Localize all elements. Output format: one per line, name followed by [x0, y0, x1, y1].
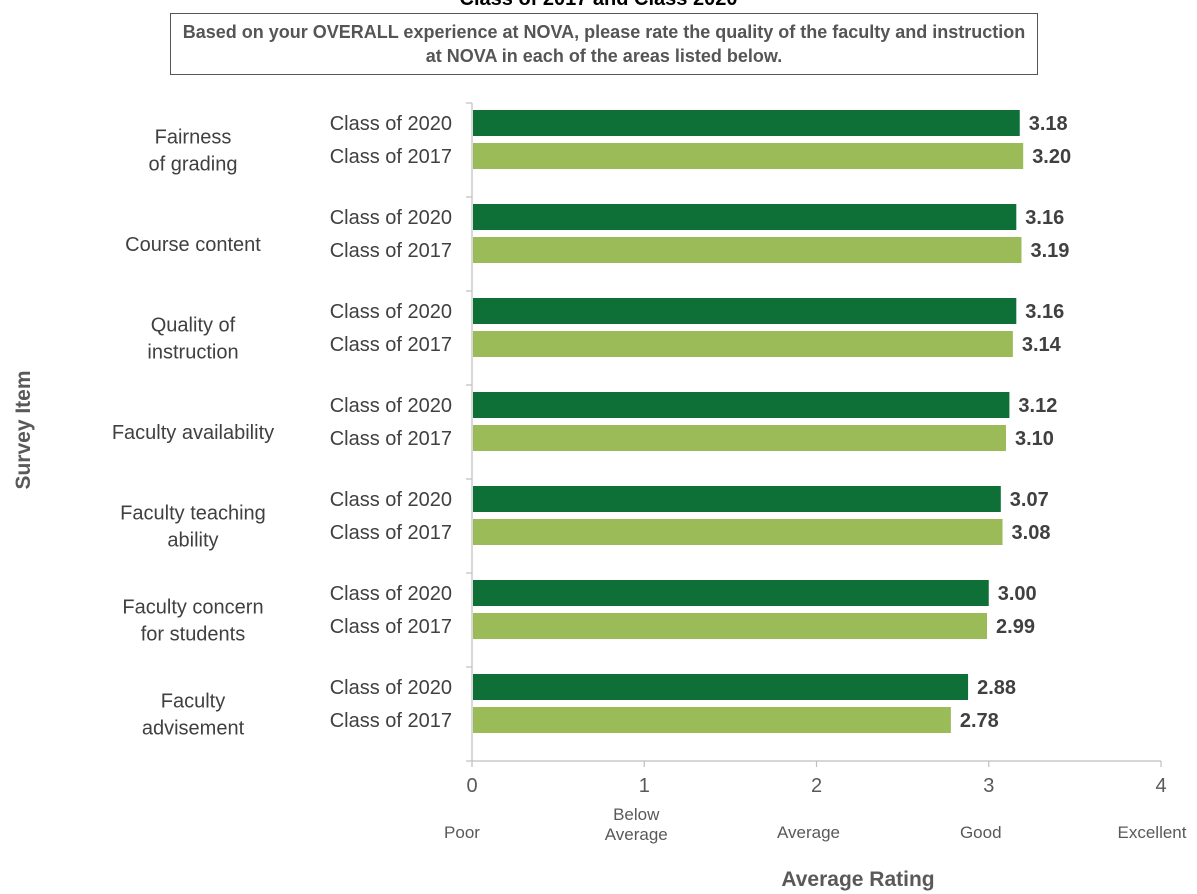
series-label: Class of 2017 [330, 616, 452, 638]
series-label: Class of 2017 [330, 334, 452, 356]
data-label: 3.18 [1029, 113, 1068, 135]
x-tick-label: 0 [466, 775, 477, 797]
category-label: Faculty concern [122, 597, 263, 619]
series-label: Class of 2017 [330, 428, 452, 450]
bar [473, 707, 951, 733]
bar [473, 392, 1010, 418]
series-label: Class of 2017 [330, 522, 452, 544]
bar [473, 331, 1013, 357]
bar [473, 298, 1017, 324]
data-label: 3.10 [1015, 428, 1054, 450]
bar [473, 486, 1001, 512]
data-label: 3.00 [998, 583, 1037, 605]
bar [473, 237, 1022, 263]
series-label: Class of 2020 [330, 301, 452, 323]
series-label: Class of 2020 [330, 395, 452, 417]
scale-label: Good [960, 823, 1002, 842]
question-box: Based on your OVERALL experience at NOVA… [170, 13, 1038, 75]
data-label: 3.07 [1010, 489, 1049, 511]
scale-label: Average [777, 823, 840, 842]
data-label: 3.16 [1025, 207, 1064, 229]
category-label: Fairness [155, 127, 232, 149]
bars [473, 110, 1024, 733]
category-label: instruction [147, 342, 238, 364]
data-label: 3.20 [1032, 146, 1071, 168]
series-label: Class of 2017 [330, 710, 452, 732]
bar [473, 613, 988, 639]
x-tick-label: 2 [811, 775, 822, 797]
series-label: Class of 2020 [330, 489, 452, 511]
category-label: Course content [125, 234, 261, 256]
category-label: ability [167, 530, 218, 552]
category-label: Faculty availability [112, 422, 274, 444]
data-label: 2.88 [977, 677, 1016, 699]
category-label: of grading [149, 154, 238, 176]
series-label: Class of 2017 [330, 240, 452, 262]
x-tick-label: 3 [983, 775, 994, 797]
category-label: Quality of [151, 315, 236, 337]
data-label: 2.99 [996, 616, 1035, 638]
series-label: Class of 2020 [330, 677, 452, 699]
scale-label: Average [605, 825, 668, 844]
x-axis-title: Average Rating [781, 868, 934, 891]
chart-title: Class of 2017 and Class 2020 [0, 0, 1197, 12]
x-tick-label: 4 [1155, 775, 1166, 797]
axes [466, 102, 1162, 767]
data-label: 3.12 [1018, 395, 1057, 417]
series-label: Class of 2017 [330, 146, 452, 168]
data-label: 3.19 [1030, 240, 1069, 262]
bar [473, 519, 1003, 545]
scale-label: Poor [444, 823, 480, 842]
data-label: 3.16 [1025, 301, 1064, 323]
data-label: 3.08 [1012, 522, 1051, 544]
labels: 0Poor1BelowAverage2Average3Good4Excellen… [12, 113, 1187, 891]
scale-label: Excellent [1118, 823, 1187, 842]
data-label: 2.78 [960, 710, 999, 732]
category-label: for students [141, 624, 246, 646]
series-label: Class of 2020 [330, 583, 452, 605]
series-label: Class of 2020 [330, 207, 452, 229]
y-axis-title: Survey Item [12, 370, 35, 489]
bar [473, 674, 969, 700]
series-label: Class of 2020 [330, 113, 452, 135]
category-label: Faculty [161, 691, 225, 713]
question-text: Based on your OVERALL experience at NOVA… [182, 22, 1026, 66]
scale-label: Below [613, 805, 660, 824]
bar [473, 204, 1017, 230]
category-label: advisement [142, 718, 245, 740]
category-label: Faculty teaching [120, 503, 266, 525]
x-tick-label: 1 [639, 775, 650, 797]
bar [473, 580, 989, 606]
bar [473, 425, 1006, 451]
data-label: 3.14 [1022, 334, 1062, 356]
bar [473, 110, 1020, 136]
bar [473, 143, 1024, 169]
